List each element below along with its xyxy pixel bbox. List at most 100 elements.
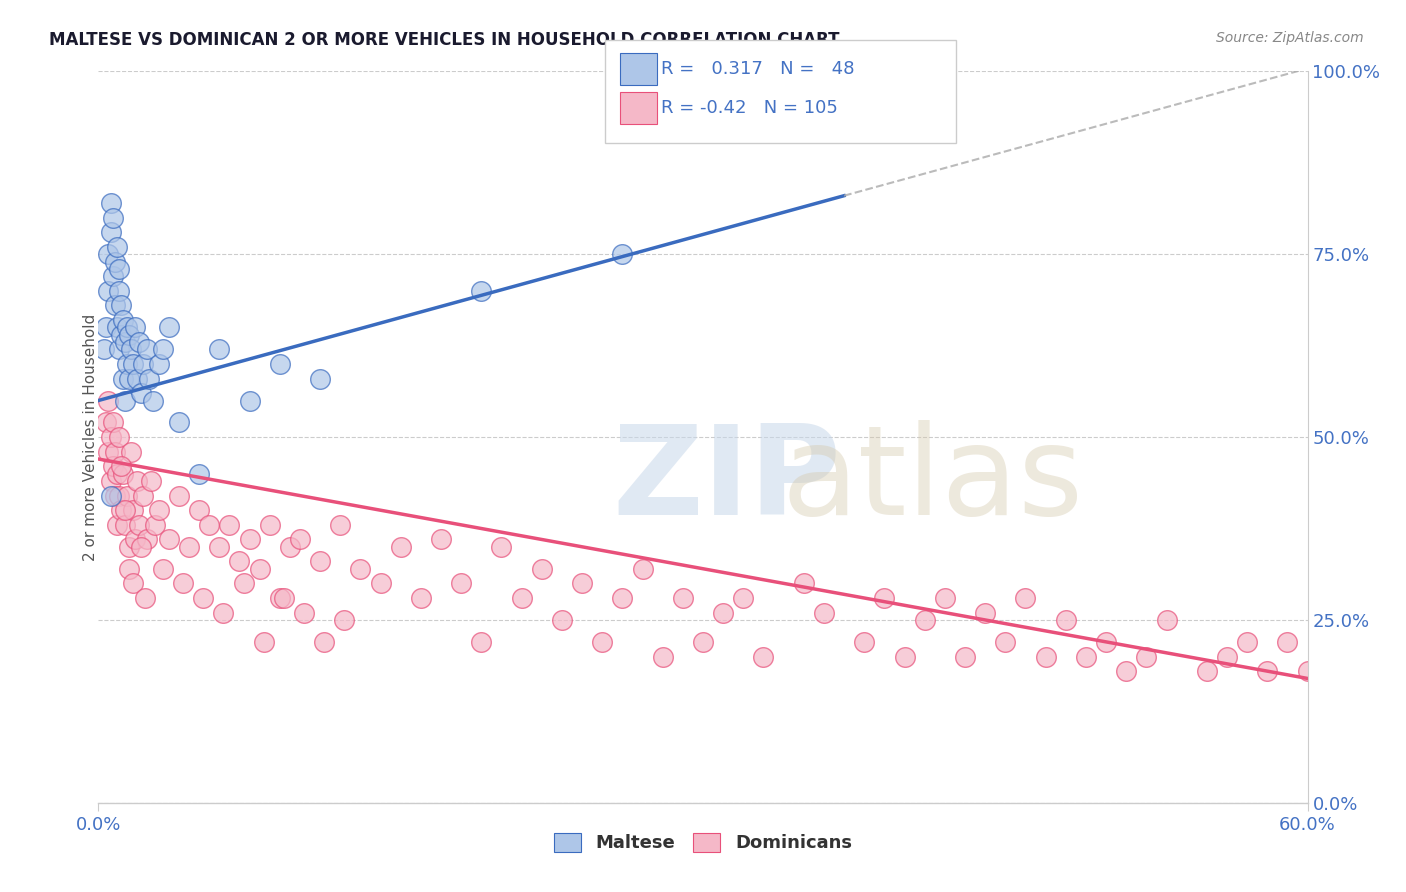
Point bbox=[292, 606, 315, 620]
Point bbox=[100, 196, 122, 211]
Point bbox=[152, 562, 174, 576]
Point bbox=[157, 533, 180, 547]
Point bbox=[129, 386, 152, 401]
Point bbox=[114, 393, 136, 408]
Point bbox=[115, 320, 138, 334]
Point bbox=[111, 313, 134, 327]
Point bbox=[128, 517, 150, 532]
Point bbox=[115, 489, 138, 503]
Point bbox=[333, 613, 356, 627]
Text: R = -0.42   N = 105: R = -0.42 N = 105 bbox=[661, 99, 838, 117]
Point bbox=[105, 517, 128, 532]
Point bbox=[103, 298, 125, 312]
Point bbox=[100, 430, 122, 444]
Point bbox=[470, 284, 492, 298]
Point bbox=[853, 635, 876, 649]
Point bbox=[111, 371, 134, 385]
Point bbox=[239, 533, 262, 547]
Point bbox=[208, 343, 231, 357]
Point bbox=[1277, 635, 1299, 649]
Point bbox=[1054, 613, 1077, 627]
Point bbox=[953, 649, 976, 664]
Point bbox=[1236, 635, 1258, 649]
Point bbox=[672, 591, 695, 605]
Point bbox=[101, 459, 124, 474]
Point bbox=[120, 343, 142, 357]
Point bbox=[121, 357, 143, 371]
Point bbox=[93, 343, 115, 357]
Point bbox=[733, 591, 755, 605]
Point bbox=[100, 225, 122, 239]
Point bbox=[118, 327, 141, 342]
Point bbox=[128, 334, 150, 349]
Point bbox=[96, 320, 118, 334]
Point bbox=[152, 343, 174, 357]
Point bbox=[813, 606, 835, 620]
Point bbox=[309, 554, 332, 568]
Point bbox=[105, 467, 128, 481]
Point bbox=[107, 261, 129, 276]
Point bbox=[389, 540, 412, 554]
Text: ZIP: ZIP bbox=[613, 420, 842, 541]
Point bbox=[1216, 649, 1239, 664]
Point bbox=[118, 562, 141, 576]
Point bbox=[994, 635, 1017, 649]
Point bbox=[208, 540, 231, 554]
Point bbox=[103, 254, 125, 268]
Point bbox=[651, 649, 673, 664]
Point bbox=[752, 649, 775, 664]
Point bbox=[193, 591, 215, 605]
Point bbox=[309, 371, 332, 385]
Point bbox=[114, 503, 136, 517]
Point bbox=[253, 635, 276, 649]
Point bbox=[118, 540, 141, 554]
Point bbox=[101, 269, 124, 284]
Point bbox=[188, 503, 211, 517]
Point bbox=[110, 459, 132, 474]
Point bbox=[1135, 649, 1157, 664]
Point bbox=[873, 591, 896, 605]
Point bbox=[107, 430, 129, 444]
Point bbox=[157, 320, 180, 334]
Point bbox=[470, 635, 492, 649]
Point bbox=[329, 517, 352, 532]
Point bbox=[125, 371, 148, 385]
Point bbox=[212, 606, 235, 620]
Point bbox=[97, 247, 120, 261]
Point bbox=[430, 533, 453, 547]
Point bbox=[1156, 613, 1178, 627]
Point bbox=[228, 554, 250, 568]
Point bbox=[692, 635, 714, 649]
Point bbox=[232, 576, 254, 591]
Point bbox=[105, 320, 128, 334]
Point bbox=[142, 393, 165, 408]
Point bbox=[450, 576, 472, 591]
Point bbox=[138, 371, 160, 385]
Point bbox=[278, 540, 301, 554]
Point bbox=[110, 298, 132, 312]
Point bbox=[612, 247, 634, 261]
Point bbox=[273, 591, 295, 605]
Point bbox=[1095, 635, 1118, 649]
Point bbox=[491, 540, 513, 554]
Text: R =   0.317   N =   48: R = 0.317 N = 48 bbox=[661, 60, 855, 78]
Point bbox=[1256, 664, 1278, 678]
Point bbox=[510, 591, 533, 605]
Point bbox=[101, 416, 124, 430]
Point bbox=[101, 211, 124, 225]
Point bbox=[349, 562, 371, 576]
Point bbox=[110, 503, 132, 517]
Point bbox=[143, 517, 166, 532]
Point bbox=[132, 357, 155, 371]
Point bbox=[97, 444, 120, 458]
Point bbox=[100, 489, 122, 503]
Point bbox=[218, 517, 240, 532]
Point bbox=[121, 576, 143, 591]
Point bbox=[1014, 591, 1036, 605]
Point bbox=[249, 562, 271, 576]
Point bbox=[97, 284, 120, 298]
Point bbox=[239, 393, 262, 408]
Point bbox=[124, 320, 146, 334]
Point bbox=[139, 474, 162, 488]
Text: atlas: atlas bbox=[782, 420, 1084, 541]
